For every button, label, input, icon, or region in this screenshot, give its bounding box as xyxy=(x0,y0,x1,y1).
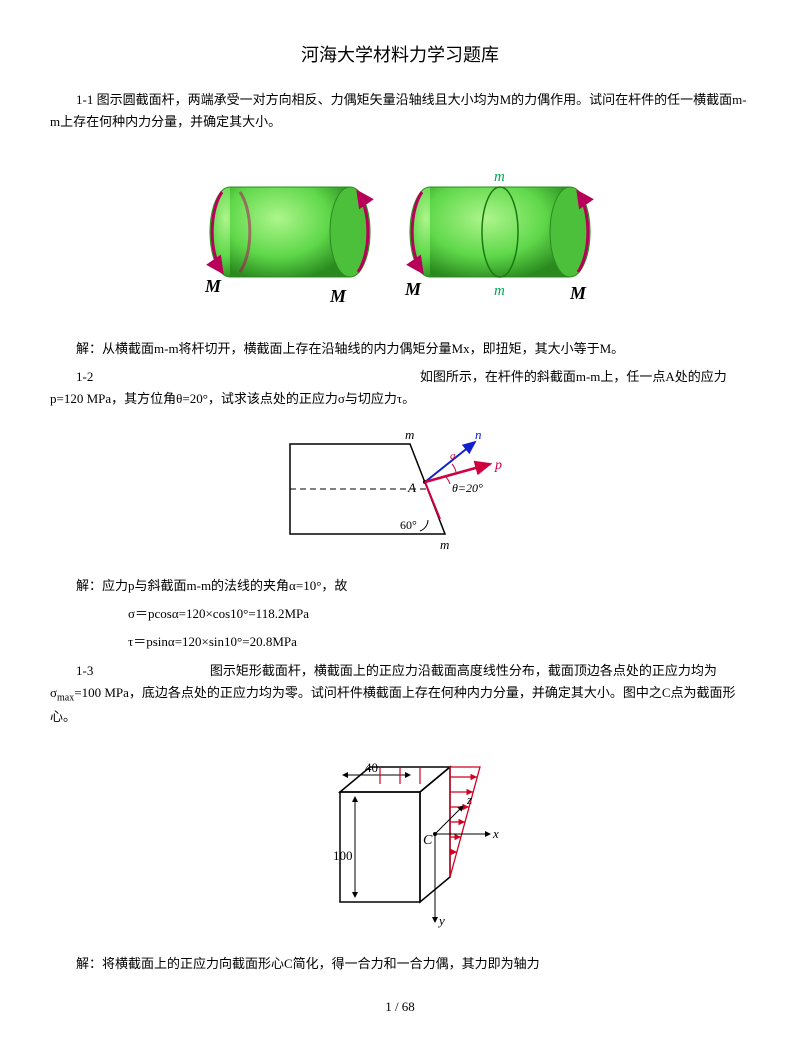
cylinders-svg: M M m m M M xyxy=(190,147,610,317)
svg-text:p: p xyxy=(494,458,502,473)
svg-text:y: y xyxy=(437,913,445,928)
svg-text:m: m xyxy=(440,537,449,552)
svg-text:C: C xyxy=(423,833,433,848)
problem-1-2-sol-sigma: σ＝pcosα=120×cos10°=118.2MPa xyxy=(50,603,750,625)
svg-text:M: M xyxy=(404,279,422,299)
problem-1-3-num: 1-3 xyxy=(76,663,93,678)
svg-text:M: M xyxy=(329,286,347,306)
figure-1-1: M M m m M M xyxy=(50,147,750,324)
problem-1-2-text: 如图所示，在杆件的斜截面m-m上，任一点A处的应力p=120 MPa，其方位角θ… xyxy=(50,369,727,406)
svg-text:θ=20°: θ=20° xyxy=(452,481,483,495)
problem-1-2-sol-tau: τ＝psinα=120×sin10°=20.8MPa xyxy=(50,631,750,653)
svg-text:M: M xyxy=(569,283,587,303)
svg-text:m: m xyxy=(494,169,505,185)
problem-1-3-solution: 解：将横截面上的正应力向截面形心C简化，得一合力和一合力偶，其力即为轴力 xyxy=(50,953,750,975)
problem-1-1-solution: 解：从横截面m-m将杆切开，横截面上存在沿轴线的内力偶矩分量Mx，即扭矩，其大小… xyxy=(50,338,750,360)
problem-1-2-sol-line1: 解：应力p与斜截面m-m的法线的夹角α=10°，故 xyxy=(50,575,750,597)
svg-text:60°: 60° xyxy=(400,518,417,532)
problem-1-3-intro: 1-3 图示矩形截面杆，横截面上的正应力沿截面高度线性分布，截面顶边各点处的正应… xyxy=(50,660,750,729)
oblique-section-svg: m m n p A a θ=20° 60° xyxy=(270,424,530,554)
svg-text:40: 40 xyxy=(365,760,378,775)
problem-1-2-num: 1-2 xyxy=(76,369,93,384)
svg-text:100: 100 xyxy=(333,848,353,863)
figure-1-2: m m n p A a θ=20° 60° xyxy=(50,424,750,561)
svg-text:A: A xyxy=(407,480,416,495)
figure-1-3: 40 100 C x y z xyxy=(50,742,750,939)
problem-1-2-intro: 1-2 如图所示，在杆件的斜截面m-m上，任一点A处的应力p=120 MPa，其… xyxy=(50,366,750,410)
svg-text:M: M xyxy=(204,276,222,296)
svg-text:m: m xyxy=(494,283,505,299)
svg-text:m: m xyxy=(405,427,414,442)
rect-section-svg: 40 100 C x y z xyxy=(285,742,515,932)
page-title: 河海大学材料力学习题库 xyxy=(50,40,750,71)
svg-text:z: z xyxy=(466,792,472,807)
svg-text:a: a xyxy=(450,450,456,462)
svg-text:n: n xyxy=(475,427,482,442)
page-number: 1 / 68 xyxy=(50,996,750,1018)
svg-text:x: x xyxy=(492,826,499,841)
problem-1-1-intro: 1-1 图示圆截面杆，两端承受一对方向相反、力偶矩矢量沿轴线且大小均为M的力偶作… xyxy=(50,89,750,133)
problem-1-3-text: 图示矩形截面杆，横截面上的正应力沿截面高度线性分布，截面顶边各点处的正应力均为σ… xyxy=(50,663,736,725)
